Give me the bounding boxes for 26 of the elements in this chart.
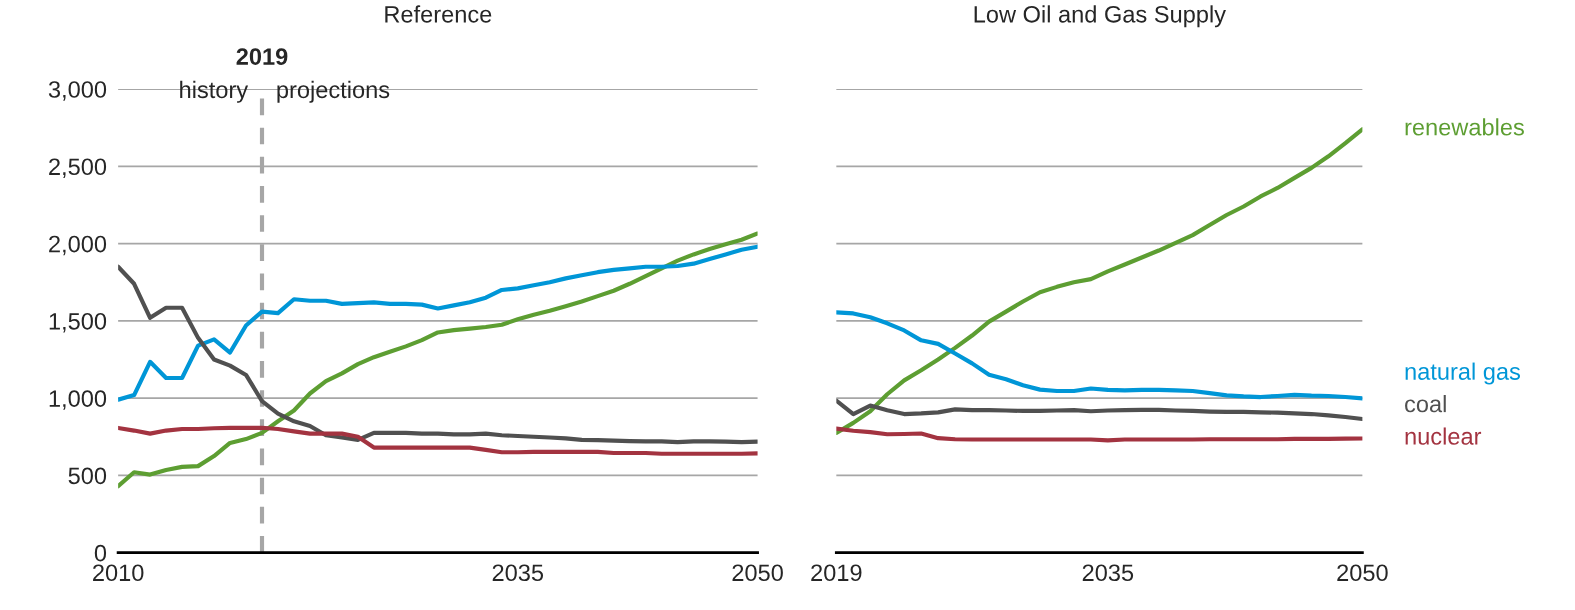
line-series bbox=[118, 244, 758, 402]
x-tick-label: 2019 bbox=[811, 564, 862, 582]
line-series bbox=[118, 231, 758, 489]
series-label: coal bbox=[1405, 395, 1446, 413]
y-tick-label: 2,500 bbox=[49, 158, 107, 178]
annotation: projections bbox=[277, 80, 390, 103]
ref-line-label: 2019 bbox=[236, 48, 288, 65]
chart-title: Reference bbox=[385, 5, 492, 23]
y-tick-label: 2,000 bbox=[49, 235, 107, 256]
y-tick-label: 500 bbox=[68, 467, 107, 485]
x-tick-label: 2035 bbox=[492, 564, 544, 582]
annotation: history bbox=[180, 80, 249, 103]
line-series bbox=[118, 264, 758, 445]
y-tick-label: 3,000 bbox=[48, 81, 107, 101]
y-tick-label: 1,000 bbox=[49, 390, 107, 410]
x-tick-label: 2050 bbox=[1337, 564, 1388, 582]
x-tick-label: 2035 bbox=[1082, 564, 1134, 582]
series-label: nuclear bbox=[1405, 427, 1482, 445]
x-tick-label: 2050 bbox=[732, 564, 783, 582]
x-tick-label: 2010 bbox=[93, 564, 144, 582]
line-series bbox=[118, 425, 758, 456]
chart-title: Low Oil and Gas Supply bbox=[974, 5, 1226, 28]
series-label: renewables bbox=[1405, 118, 1524, 136]
y-tick-label: 1,500 bbox=[49, 312, 107, 333]
y-tick-label: 0 bbox=[94, 544, 107, 562]
series-label: natural gas bbox=[1405, 362, 1521, 385]
